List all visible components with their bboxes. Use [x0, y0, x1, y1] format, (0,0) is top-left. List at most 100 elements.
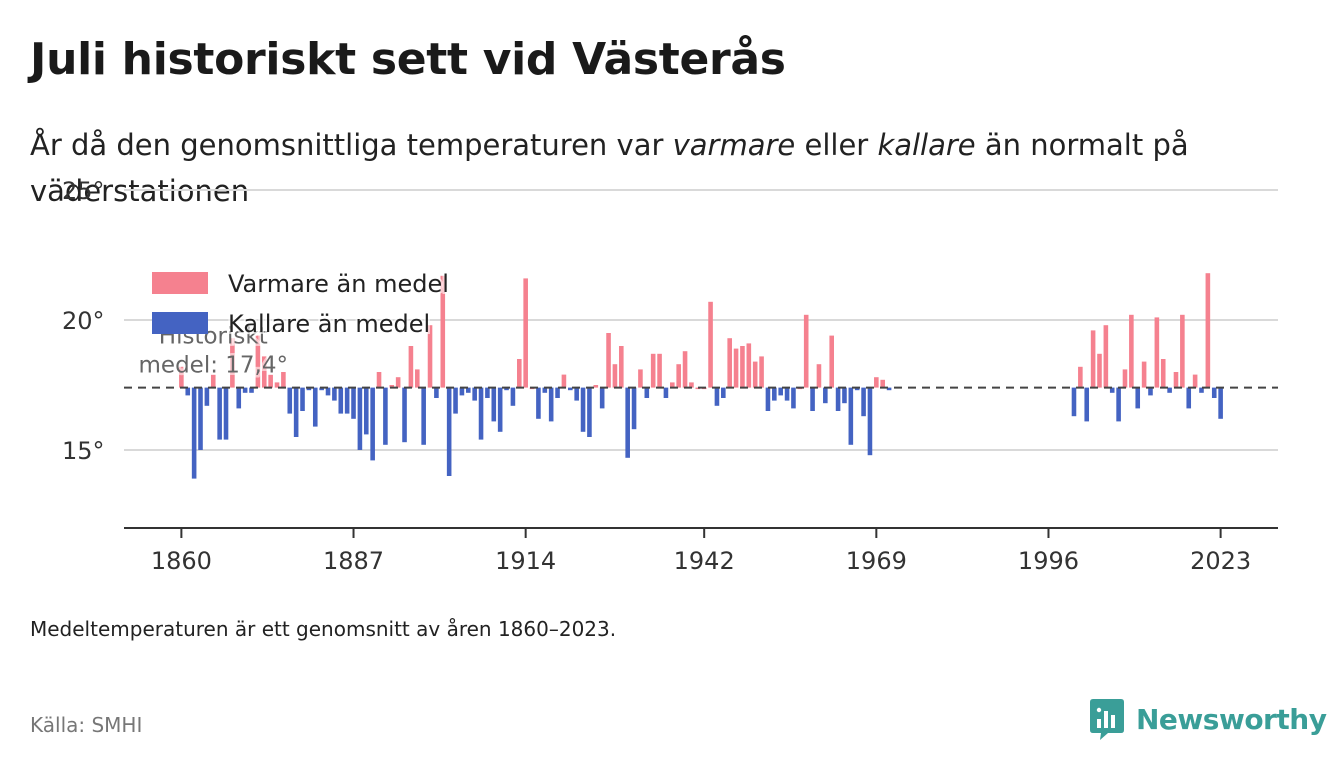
bar-warm	[427, 325, 433, 388]
bar-warm	[682, 351, 688, 388]
legend: Varmare än medel Kallare än medel	[152, 268, 451, 340]
bar-warm	[740, 346, 745, 388]
bar-cold	[491, 387, 497, 422]
bar-cold	[644, 387, 650, 398]
bar-cold	[848, 387, 854, 445]
bar-cold	[338, 387, 344, 414]
bar-cold	[191, 387, 197, 479]
bar-cold	[1148, 387, 1153, 396]
bar-cold	[574, 387, 579, 401]
bar-cold	[434, 387, 439, 398]
source-note: Källa: SMHI	[30, 713, 143, 737]
bar-warm	[395, 377, 401, 388]
bar-cold	[472, 387, 477, 401]
legend-label: Varmare än medel	[228, 270, 449, 298]
bar-warm	[414, 369, 420, 388]
bar-cold	[204, 387, 210, 406]
bar-cold	[344, 387, 350, 414]
legend-swatch-cold	[152, 312, 208, 334]
bar-cold	[1218, 387, 1223, 419]
page-title: Juli historiskt sett vid Västerås	[30, 34, 786, 85]
bar-cold	[185, 387, 191, 396]
bar-cold	[312, 387, 318, 427]
bar-warm	[1205, 273, 1211, 388]
bar-cold	[453, 387, 458, 414]
bar-warm	[695, 387, 701, 390]
bar-warm	[727, 338, 732, 388]
bar-warm	[1122, 369, 1128, 388]
bar-cold	[1084, 387, 1090, 422]
bar-warm	[274, 382, 280, 388]
bar-cold	[1135, 387, 1141, 409]
bar-warm	[874, 377, 879, 388]
bar-warm	[376, 372, 382, 388]
bar-warm	[829, 335, 834, 388]
bar-cold	[580, 387, 586, 432]
bar-cold	[886, 387, 892, 391]
bar-warm	[1103, 325, 1109, 388]
bar-cold	[587, 387, 592, 437]
bar-warm	[676, 364, 681, 388]
bar-cold	[867, 387, 873, 456]
mean-label: medel: 17,4°	[139, 353, 288, 379]
bar-warm	[619, 346, 624, 388]
gridlines	[124, 189, 1278, 451]
bar-cold	[510, 387, 516, 406]
bar-warm	[1180, 314, 1185, 388]
bar-warm	[746, 343, 752, 388]
bar-cold	[842, 387, 847, 404]
page-subtitle: År då den genomsnittliga temperaturen va…	[30, 122, 1270, 214]
bar-cold	[363, 387, 369, 435]
bar-cold	[325, 387, 331, 396]
bar-cold	[370, 387, 375, 461]
x-tick-label: 1942	[674, 547, 735, 575]
brand-logo[interactable]: Newsworthy	[1088, 696, 1327, 742]
bar-cold	[497, 387, 503, 432]
bar-warm	[516, 359, 522, 388]
bar-cold	[861, 387, 866, 417]
bar-cold	[383, 387, 388, 445]
bar-cold	[625, 387, 630, 458]
bar-warm	[1173, 372, 1179, 388]
subtitle-warm-word: varmare	[672, 128, 796, 162]
bar-cold	[446, 387, 452, 476]
brand-name: Newsworthy	[1136, 702, 1327, 736]
bar-cold	[542, 387, 548, 393]
bar-warm	[1078, 366, 1083, 388]
bar-warm	[638, 369, 643, 388]
bar-cold	[332, 387, 337, 401]
x-tick-label: 1860	[151, 547, 212, 575]
newsworthy-logo-icon	[1090, 699, 1124, 740]
bar-cold	[242, 387, 248, 393]
bar-cold	[810, 387, 815, 411]
bar-cold	[357, 387, 363, 450]
bar-cold	[555, 387, 560, 398]
bar-warm	[230, 338, 235, 388]
bar-warm	[179, 366, 184, 388]
bar-warm	[612, 364, 618, 388]
x-tick-label: 1969	[846, 547, 907, 575]
bar-cold	[568, 387, 573, 391]
bar-cold	[631, 387, 637, 430]
bar-warm	[255, 335, 261, 388]
bar-cold	[772, 387, 777, 401]
bar-warm	[880, 379, 886, 388]
bar-warm	[650, 353, 656, 388]
y-axis-ticks: 15° 20° 25°	[62, 177, 105, 465]
bar-cold	[465, 387, 471, 393]
bar-cold	[721, 387, 726, 398]
bar-warm	[281, 372, 286, 388]
bar-cold	[1071, 387, 1077, 417]
x-axis: 1860 1887 1914 1942 1969 1996 2023	[124, 527, 1278, 575]
bar-warm	[1192, 374, 1198, 388]
bar-cold	[854, 387, 860, 391]
bar-cold	[485, 387, 490, 398]
bar-cold	[223, 387, 229, 440]
bar-cold	[1167, 387, 1172, 393]
bar-cold	[1186, 387, 1192, 409]
bar-warm	[606, 333, 611, 388]
bar-warm	[593, 385, 599, 388]
bar-warm	[733, 348, 739, 388]
bar-cold	[351, 387, 356, 419]
